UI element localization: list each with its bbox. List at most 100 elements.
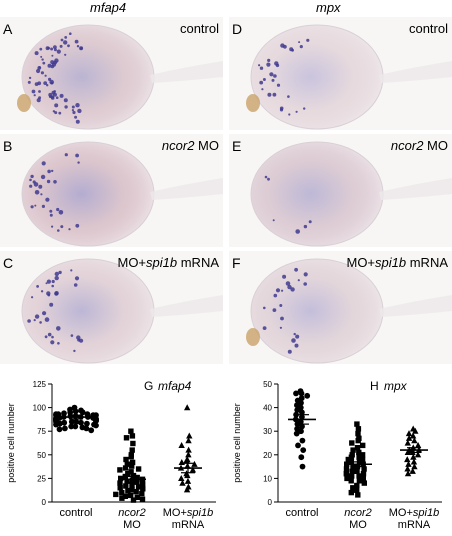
stained-cell [287, 284, 292, 290]
group-label: MO+spi1b [389, 507, 439, 519]
data-point [355, 426, 362, 432]
y-tick-label: 25 [37, 474, 46, 483]
y-tick-label: 50 [37, 451, 46, 460]
data-point [359, 456, 366, 463]
embryo-image [21, 258, 223, 364]
stained-cell [280, 316, 284, 321]
stained-cell [308, 220, 312, 224]
data-point [410, 453, 417, 460]
data-point [178, 475, 185, 481]
data-point [184, 477, 192, 484]
stained-cell [269, 72, 274, 77]
data-point [128, 454, 134, 460]
stained-cell [259, 80, 264, 85]
stained-cell [40, 193, 43, 196]
data-point [184, 472, 191, 479]
data-point [405, 434, 413, 441]
stained-cell [67, 44, 70, 48]
data-point [356, 454, 362, 460]
condition-label: MO+spi1b mRNA [346, 255, 448, 270]
stained-cell [298, 41, 301, 44]
stained-cell [48, 77, 52, 81]
data-point [179, 479, 186, 486]
data-point [405, 460, 412, 467]
data-point [404, 456, 411, 463]
stained-cell [293, 332, 296, 336]
stained-cell [59, 44, 63, 48]
stained-cell [57, 342, 60, 345]
stained-cell [77, 108, 82, 114]
stained-cell [80, 47, 83, 50]
stained-cell [28, 76, 32, 80]
data-point [295, 442, 301, 449]
data-point [124, 461, 130, 467]
data-point [343, 471, 349, 477]
data-point [360, 475, 366, 482]
chart-g-svg: 0 25 50 75 100 125 positive cell number G mfap4 c… [6, 379, 216, 531]
data-point [355, 437, 361, 444]
chart-panel-letter: G [144, 379, 153, 393]
stained-cell [44, 317, 50, 322]
data-point [189, 466, 197, 473]
stained-cell [73, 283, 78, 287]
data-point [299, 437, 306, 444]
y-tick-label: 100 [33, 404, 47, 413]
stained-cell [51, 169, 54, 173]
data-point [354, 482, 360, 489]
data-point [300, 447, 307, 453]
stained-cell [46, 279, 52, 284]
stained-cell [40, 290, 44, 293]
data-point [414, 441, 422, 448]
data-point [348, 478, 354, 484]
panel-letter: C [3, 255, 14, 271]
data-point [140, 481, 146, 487]
stained-cell [297, 279, 300, 282]
stained-cell [47, 293, 51, 297]
data-point [344, 475, 350, 482]
stained-cell [75, 119, 80, 124]
stained-cell [279, 106, 284, 111]
stained-cell [64, 105, 68, 109]
data-point [412, 427, 419, 434]
stained-cell [33, 319, 36, 322]
stained-cell [33, 94, 36, 97]
stained-cell [75, 153, 79, 158]
data-point [404, 465, 411, 472]
data-point [123, 435, 130, 441]
data-point [411, 437, 418, 444]
stained-cell [58, 270, 62, 275]
data-point [343, 466, 350, 472]
data-point [298, 454, 305, 461]
stained-cell [261, 88, 264, 91]
y-tick-label: 10 [263, 474, 272, 483]
stained-cell [30, 296, 34, 299]
stained-cell [262, 78, 266, 81]
stained-cell [46, 179, 51, 184]
stained-cell [54, 291, 59, 296]
y-tick-label: 30 [263, 427, 272, 436]
data-point [348, 489, 354, 496]
data-point [360, 442, 366, 449]
data-point [293, 430, 300, 437]
stained-cell [37, 66, 42, 70]
stained-cell [287, 95, 290, 98]
data-point [129, 459, 136, 466]
data-point [361, 466, 367, 472]
stained-cell [74, 115, 78, 119]
stained-cell [56, 207, 60, 212]
panel-letter: B [3, 138, 13, 154]
y-tick-label: 20 [263, 451, 272, 460]
stained-cell [75, 103, 80, 108]
embryo-image [246, 258, 452, 364]
stained-cell [71, 109, 74, 112]
stained-cell [50, 60, 55, 65]
data-point [124, 478, 130, 484]
y-tick-label: 50 [263, 380, 272, 389]
stained-cell [289, 47, 294, 52]
stained-cell [295, 334, 300, 339]
stained-cell [282, 274, 287, 279]
stained-cell [38, 96, 42, 100]
panel-letter: D [232, 21, 243, 37]
data-point [129, 447, 135, 453]
